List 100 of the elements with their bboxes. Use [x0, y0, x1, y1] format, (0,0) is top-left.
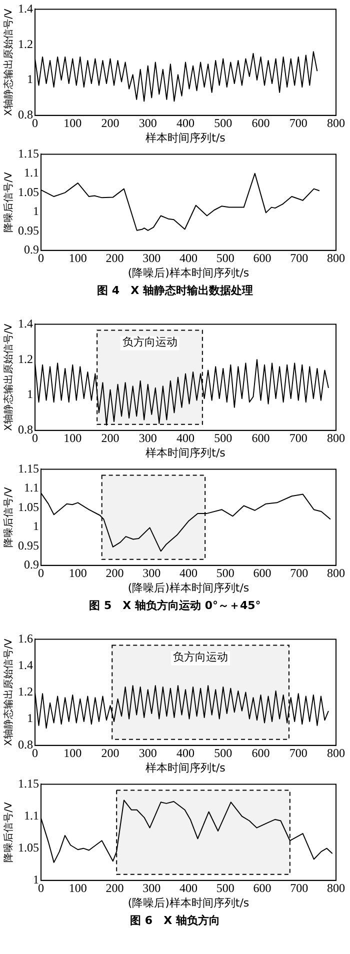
y-tick-label: 1.4 [18, 316, 33, 330]
x-tick-label: 700 [289, 746, 308, 760]
x-tick-label: 500 [216, 250, 234, 265]
x-tick-label: 100 [68, 880, 87, 895]
x-tick-label: 800 [327, 430, 345, 445]
x-tick-label: 300 [142, 566, 161, 580]
y-tick-label: 0.8 [18, 422, 33, 437]
x-tick-label: 500 [214, 746, 232, 760]
x-tick-label: 800 [327, 746, 345, 760]
y-tick-label: 1 [27, 387, 33, 402]
x-tick-label: 500 [214, 116, 232, 130]
y-tick-label: 0.8 [18, 108, 33, 122]
y-axis-title: X轴静态输出原始信号/V [2, 8, 15, 116]
y-tick-label: 1.15 [18, 146, 39, 160]
y-tick-label: 1.05 [18, 500, 39, 514]
y-tick-label: 1 [33, 872, 39, 887]
x-tick-label: 400 [180, 250, 198, 265]
x-tick-label: 100 [64, 116, 82, 130]
x-tick-label: 400 [180, 566, 198, 580]
x-tick-label: 200 [101, 116, 120, 130]
x-tick-label: 100 [64, 430, 82, 445]
x-tick-label: 300 [138, 116, 157, 130]
x-tick-label: 0 [32, 430, 38, 445]
x-tick-label: 700 [290, 566, 308, 580]
y-tick-label: 0.95 [18, 223, 39, 238]
x-tick-label: 400 [180, 880, 198, 895]
x-tick-label: 800 [327, 116, 345, 130]
x-tick-label: 600 [252, 116, 270, 130]
y-tick-label: 1.05 [18, 840, 39, 854]
x-tick-label: 800 [327, 250, 345, 265]
caption: 图 4 X 轴静态时输出数据处理 [96, 283, 254, 299]
x-tick-label: 600 [253, 566, 272, 580]
x-tick-label: 0 [32, 116, 38, 130]
x-tick-label: 300 [138, 430, 157, 445]
y-axis-title: X轴静态输出原始信号/V [2, 324, 15, 431]
x-tick-label: 0 [38, 566, 44, 580]
x-axis-title: (降噪后)样本时间序列t/s [128, 266, 250, 280]
y-tick-label: 1.1 [24, 480, 39, 495]
x-tick-label: 200 [101, 746, 120, 760]
y-tick-label: 1.2 [18, 36, 33, 51]
y-tick-label: 0.95 [18, 538, 39, 552]
y-tick-label: 1.2 [18, 352, 33, 366]
band-label: 负方向运动 [122, 336, 178, 349]
x-axis-title: (降噪后)样本时间序列t/s [128, 581, 250, 594]
caption: 图 6 X 轴负方向 [129, 913, 221, 929]
x-tick-label: 100 [64, 746, 82, 760]
x-axis-title: 样本时间序列t/s [146, 446, 226, 460]
y-tick-label: 1 [27, 72, 33, 86]
x-tick-label: 200 [101, 430, 120, 445]
y-axis-title: 降噪后信号/V [2, 802, 15, 862]
y-tick-label: 1.6 [18, 631, 33, 646]
x-tick-label: 0 [38, 880, 44, 895]
y-tick-label: 1 [33, 204, 39, 218]
x-tick-label: 0 [38, 250, 44, 265]
x-tick-label: 100 [68, 566, 87, 580]
x-tick-label: 100 [68, 250, 87, 265]
caption: 图 5 X 轴负方向运动 0°～＋45° [88, 598, 262, 614]
x-tick-label: 700 [289, 430, 308, 445]
band-label: 负方向运动 [173, 650, 228, 664]
y-tick-label: 1.15 [18, 776, 39, 790]
x-tick-label: 600 [252, 430, 270, 445]
x-tick-label: 700 [290, 880, 308, 895]
x-tick-label: 300 [142, 880, 161, 895]
x-tick-label: 400 [176, 746, 194, 760]
y-tick-label: 1.4 [18, 1, 33, 16]
x-tick-label: 0 [32, 746, 38, 760]
y-tick-label: 1 [33, 519, 39, 534]
x-tick-label: 600 [252, 746, 270, 760]
y-axis-title: 降噪后信号/V [2, 487, 15, 548]
y-tick-label: 1.15 [18, 461, 39, 476]
x-tick-label: 300 [142, 250, 161, 265]
x-tick-label: 500 [214, 430, 232, 445]
y-tick-label: 1.1 [24, 166, 39, 180]
x-tick-label: 400 [176, 430, 194, 445]
x-tick-label: 500 [216, 566, 234, 580]
y-tick-label: 1.05 [18, 184, 39, 199]
x-tick-label: 300 [138, 746, 157, 760]
x-tick-label: 500 [216, 880, 234, 895]
x-tick-label: 200 [106, 566, 124, 580]
x-tick-label: 600 [253, 880, 272, 895]
y-axis-title: X轴静态输出原始信号/V [2, 638, 15, 746]
x-tick-label: 800 [327, 880, 345, 895]
y-tick-label: 1.2 [18, 684, 33, 698]
x-tick-label: 200 [106, 880, 124, 895]
y-tick-label: 0.9 [24, 242, 39, 257]
x-tick-label: 700 [289, 116, 308, 130]
x-axis-title: 样本时间序列t/s [146, 761, 226, 774]
x-tick-label: 700 [290, 250, 308, 265]
x-axis-title: (降噪后)样本时间序列t/s [128, 896, 250, 910]
y-tick-label: 1 [27, 711, 33, 726]
x-axis-title: 样本时间序列t/s [146, 131, 226, 144]
y-tick-label: 0.8 [18, 738, 33, 752]
y-tick-label: 0.9 [24, 558, 39, 572]
x-tick-label: 800 [327, 566, 345, 580]
x-tick-label: 200 [106, 250, 124, 265]
y-tick-label: 1.1 [24, 808, 39, 822]
y-tick-label: 1.4 [18, 658, 33, 672]
x-tick-label: 600 [253, 250, 272, 265]
y-axis-title: 降噪后信号/V [2, 172, 15, 232]
x-tick-label: 400 [176, 116, 194, 130]
